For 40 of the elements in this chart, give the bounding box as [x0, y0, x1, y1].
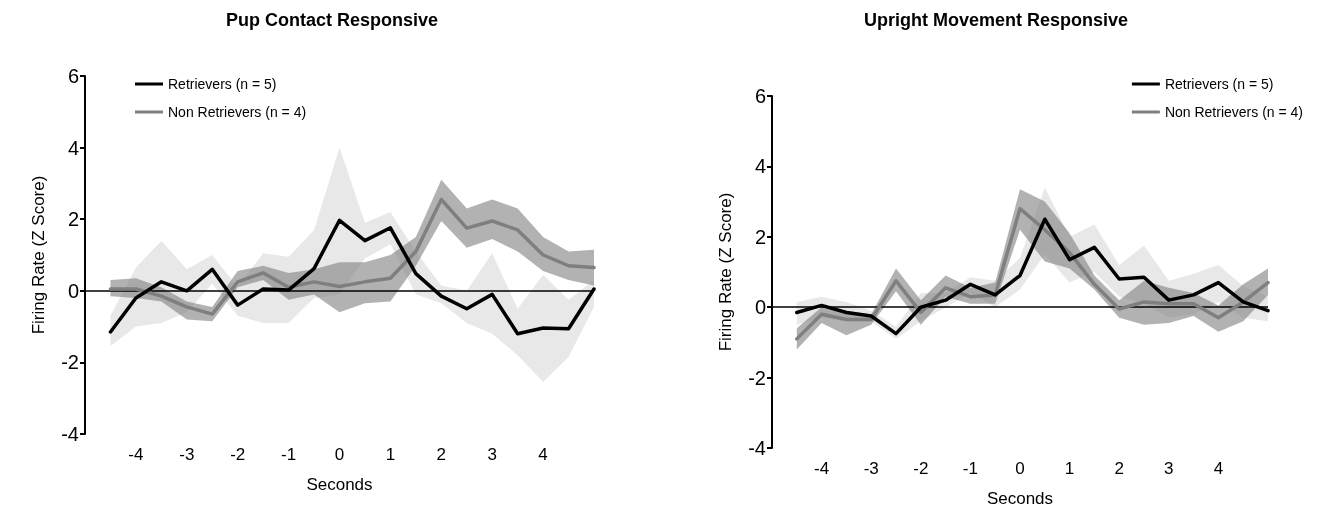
x-tick-label: 3 — [487, 445, 497, 464]
legend-label: Non Retrievers (n = 4) — [1164, 104, 1303, 120]
legend-label: Non Retrievers (n = 4) — [168, 104, 307, 120]
x-tick-label: -1 — [281, 445, 297, 464]
x-tick-label: 4 — [538, 445, 548, 464]
x-tick-label: 1 — [385, 445, 396, 464]
x-tick-label: 2 — [1114, 459, 1124, 478]
y-axis-title: Firing Rate (Z Score) — [716, 192, 735, 352]
y-tick-label: 4 — [67, 136, 79, 159]
legend-label: Retrievers (n = 5) — [168, 76, 277, 92]
x-axis-title: Seconds — [986, 489, 1054, 508]
x-tick-label: -3 — [179, 445, 195, 464]
x-tick-label: -3 — [863, 459, 879, 478]
x-tick-label: 2 — [436, 445, 447, 464]
y-tick-label: 6 — [754, 85, 766, 107]
x-tick-label: 3 — [1164, 459, 1174, 478]
y-tick-label: -2 — [748, 366, 766, 389]
y-axis-title: Firing Rate (Z Score) — [29, 175, 48, 335]
y-tick-label: 0 — [67, 279, 79, 302]
legend-label: Retrievers (n = 5) — [1164, 76, 1274, 92]
y-tick-label: 6 — [67, 65, 79, 87]
x-tick-label: -1 — [962, 459, 978, 478]
y-tick-label: 4 — [754, 155, 766, 178]
chart-title: Pup Contact Responsive — [225, 10, 439, 30]
x-tick-label: 4 — [1213, 459, 1224, 478]
y-tick-label: -2 — [61, 351, 79, 374]
x-tick-label: -4 — [814, 459, 830, 478]
y-tick-label: 2 — [754, 225, 766, 248]
y-tick-label: 2 — [67, 208, 79, 231]
y-tick-label: -4 — [61, 423, 79, 445]
x-tick-label: -4 — [128, 445, 144, 464]
x-axis-title: Seconds — [306, 475, 373, 494]
x-tick-label: -2 — [913, 459, 929, 478]
x-tick-label: 0 — [334, 445, 345, 464]
chart-title: Upright Movement Responsive — [863, 10, 1129, 30]
y-tick-label: 0 — [754, 296, 766, 319]
line-series — [108, 197, 596, 316]
x-tick-label: -2 — [230, 445, 246, 464]
x-tick-label: 0 — [1015, 459, 1025, 478]
x-tick-label: 1 — [1064, 459, 1075, 478]
